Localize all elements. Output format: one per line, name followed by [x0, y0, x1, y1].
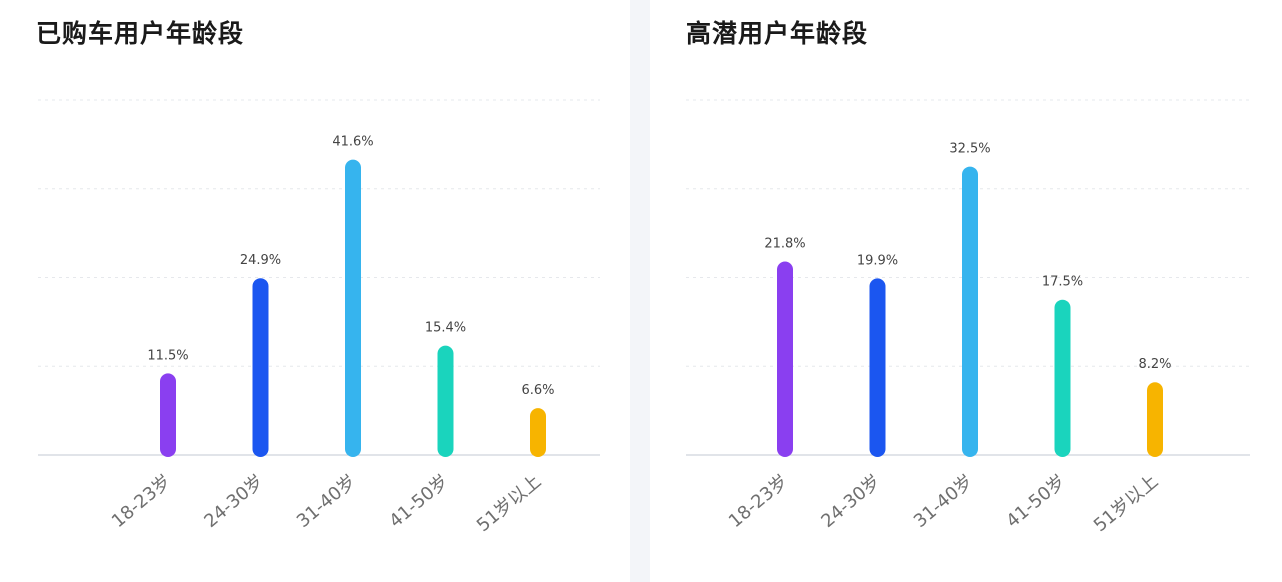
data-label: 41.6% — [332, 135, 373, 150]
bar — [1147, 382, 1163, 457]
data-label: 19.9% — [857, 253, 898, 268]
data-label: 24.9% — [240, 253, 281, 268]
bar — [869, 278, 886, 457]
bar-chart-high-potential: 21.8% 18-23岁 19.9% 24-30岁 32.5% 31-40岁 17.5% 41… — [686, 99, 1250, 537]
data-label: 8.2% — [1138, 357, 1171, 372]
x-tick-label: 51岁以上 — [473, 471, 545, 537]
bar — [252, 278, 269, 457]
bar — [345, 159, 361, 457]
data-label: 17.5% — [1042, 275, 1083, 290]
chart-title: 已购车用户年龄段 — [36, 19, 245, 48]
data-label: 6.6% — [521, 383, 554, 398]
x-tick-label: 41-50岁 — [385, 471, 452, 532]
bar — [962, 166, 978, 457]
x-tick-label: 51岁以上 — [1090, 471, 1162, 537]
bar — [1054, 299, 1071, 457]
chart-panel-high-potential: 高潜用户年龄段 21.8% 18-23岁 19.9% 24-30岁 32.5% 31-40… — [650, 0, 1282, 582]
bar — [437, 345, 454, 457]
x-tick-label: 18-23岁 — [725, 471, 792, 532]
x-tick-label: 31-40岁 — [293, 471, 360, 532]
x-tick-label: 24-30岁 — [200, 471, 267, 532]
x-tick-label: 41-50岁 — [1002, 471, 1069, 532]
chart-title: 高潜用户年龄段 — [686, 19, 869, 48]
x-tick-label: 24-30岁 — [817, 471, 884, 532]
bar — [530, 408, 546, 457]
x-tick-label: 18-23岁 — [108, 471, 175, 532]
data-label: 32.5% — [949, 142, 990, 157]
bar — [777, 261, 793, 457]
bar — [160, 373, 176, 457]
chart-panel-purchased: 已购车用户年龄段 11.5% 18-23岁 24.9% 24-30岁 41.6% 31-4… — [0, 0, 630, 582]
bar-chart-purchased: 11.5% 18-23岁 24.9% 24-30岁 41.6% 31-40岁 15.4% 41… — [38, 99, 600, 537]
data-label: 15.4% — [425, 321, 466, 336]
data-label: 21.8% — [764, 237, 805, 252]
data-label: 11.5% — [147, 348, 188, 363]
x-tick-label: 31-40岁 — [910, 471, 977, 532]
